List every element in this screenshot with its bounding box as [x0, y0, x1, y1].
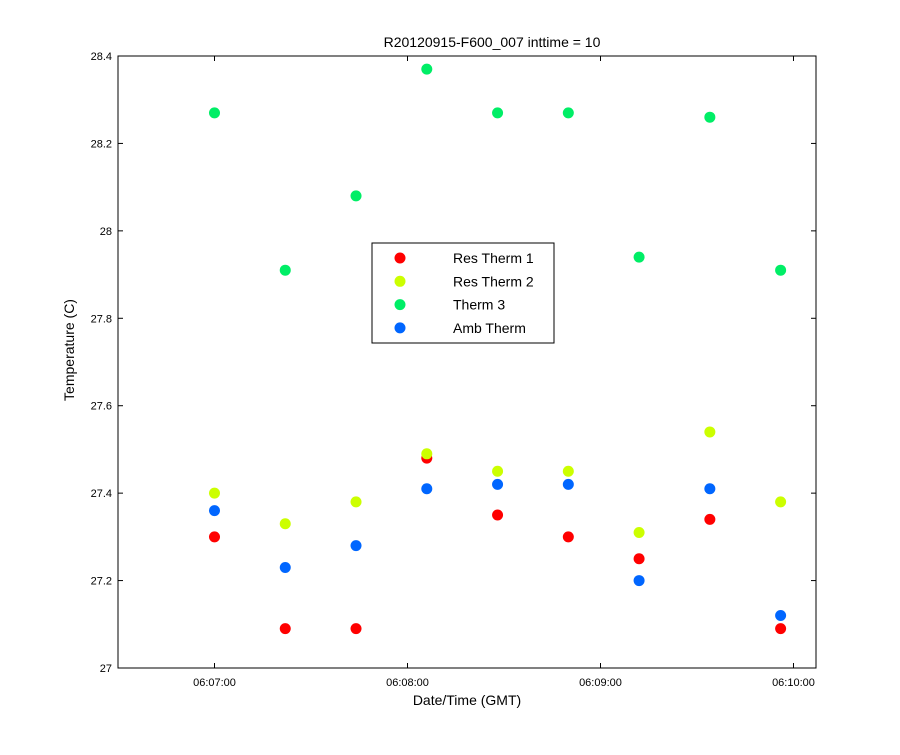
- legend-label: Amb Therm: [453, 320, 526, 336]
- data-point: [704, 513, 716, 525]
- y-tick-label: 27.4: [91, 488, 112, 500]
- data-point: [775, 623, 787, 635]
- x-tick-label: 06:10:00: [772, 677, 815, 689]
- data-point: [562, 531, 574, 543]
- legend-label: Res Therm 2: [453, 273, 534, 289]
- data-points: [208, 63, 787, 635]
- data-point: [492, 465, 504, 477]
- data-point: [492, 107, 504, 119]
- data-point: [350, 623, 362, 635]
- data-point: [704, 483, 716, 495]
- y-axis-label: Temperature (C): [61, 299, 77, 401]
- data-point: [633, 526, 645, 538]
- data-point: [775, 610, 787, 622]
- x-tick-label: 06:09:00: [579, 677, 622, 689]
- legend-marker: [394, 252, 406, 264]
- y-tick-label: 27.6: [91, 401, 112, 413]
- data-point: [279, 561, 291, 573]
- y-tick-label: 28: [100, 226, 112, 238]
- y-tick-label: 28.2: [91, 138, 112, 150]
- data-point: [633, 251, 645, 263]
- data-point: [562, 478, 574, 490]
- y-tick-label: 27: [100, 663, 112, 675]
- data-point: [775, 264, 787, 276]
- data-point: [350, 190, 362, 202]
- series-amb-therm: [208, 478, 787, 622]
- y-tick-label: 27.2: [91, 576, 112, 588]
- y-tick-label: 28.4: [91, 51, 112, 63]
- x-tick-label: 06:08:00: [386, 677, 429, 689]
- data-point: [633, 553, 645, 565]
- data-point: [704, 111, 716, 123]
- data-point: [208, 107, 220, 119]
- series-therm-3: [208, 63, 787, 276]
- data-point: [562, 107, 574, 119]
- plot-area-frame: [117, 55, 817, 669]
- data-point: [775, 496, 787, 508]
- data-point: [492, 478, 504, 490]
- x-tick-label: 06:07:00: [193, 677, 236, 689]
- legend-label: Therm 3: [453, 297, 505, 313]
- data-point: [350, 540, 362, 552]
- data-point: [704, 426, 716, 438]
- data-point: [421, 483, 433, 495]
- data-point: [562, 465, 574, 477]
- data-point: [208, 505, 220, 517]
- x-axis-label: Date/Time (GMT): [413, 692, 521, 708]
- data-point: [421, 63, 433, 75]
- data-point: [350, 496, 362, 508]
- data-point: [633, 575, 645, 587]
- data-point: [279, 264, 291, 276]
- axis-ticks: 27 27.2 27.4 27.6 27.8 28 28.2 28.4 06:07:00 06:0…: [91, 51, 816, 689]
- chart-title: R20120915-F600_007 inttime = 10: [384, 34, 601, 50]
- data-point: [208, 531, 220, 543]
- legend: Res Therm 1 Res Therm 2 Therm 3 Amb Therm: [371, 242, 555, 344]
- legend-marker: [394, 275, 406, 287]
- data-point: [279, 518, 291, 530]
- y-tick-label: 27.8: [91, 313, 112, 325]
- legend-label: Res Therm 1: [453, 250, 534, 266]
- data-point: [279, 623, 291, 635]
- legend-marker: [394, 322, 406, 334]
- data-point: [208, 487, 220, 499]
- legend-marker: [394, 299, 406, 311]
- data-point: [421, 448, 433, 460]
- data-point: [492, 509, 504, 521]
- series-res-therm-2: [208, 426, 787, 538]
